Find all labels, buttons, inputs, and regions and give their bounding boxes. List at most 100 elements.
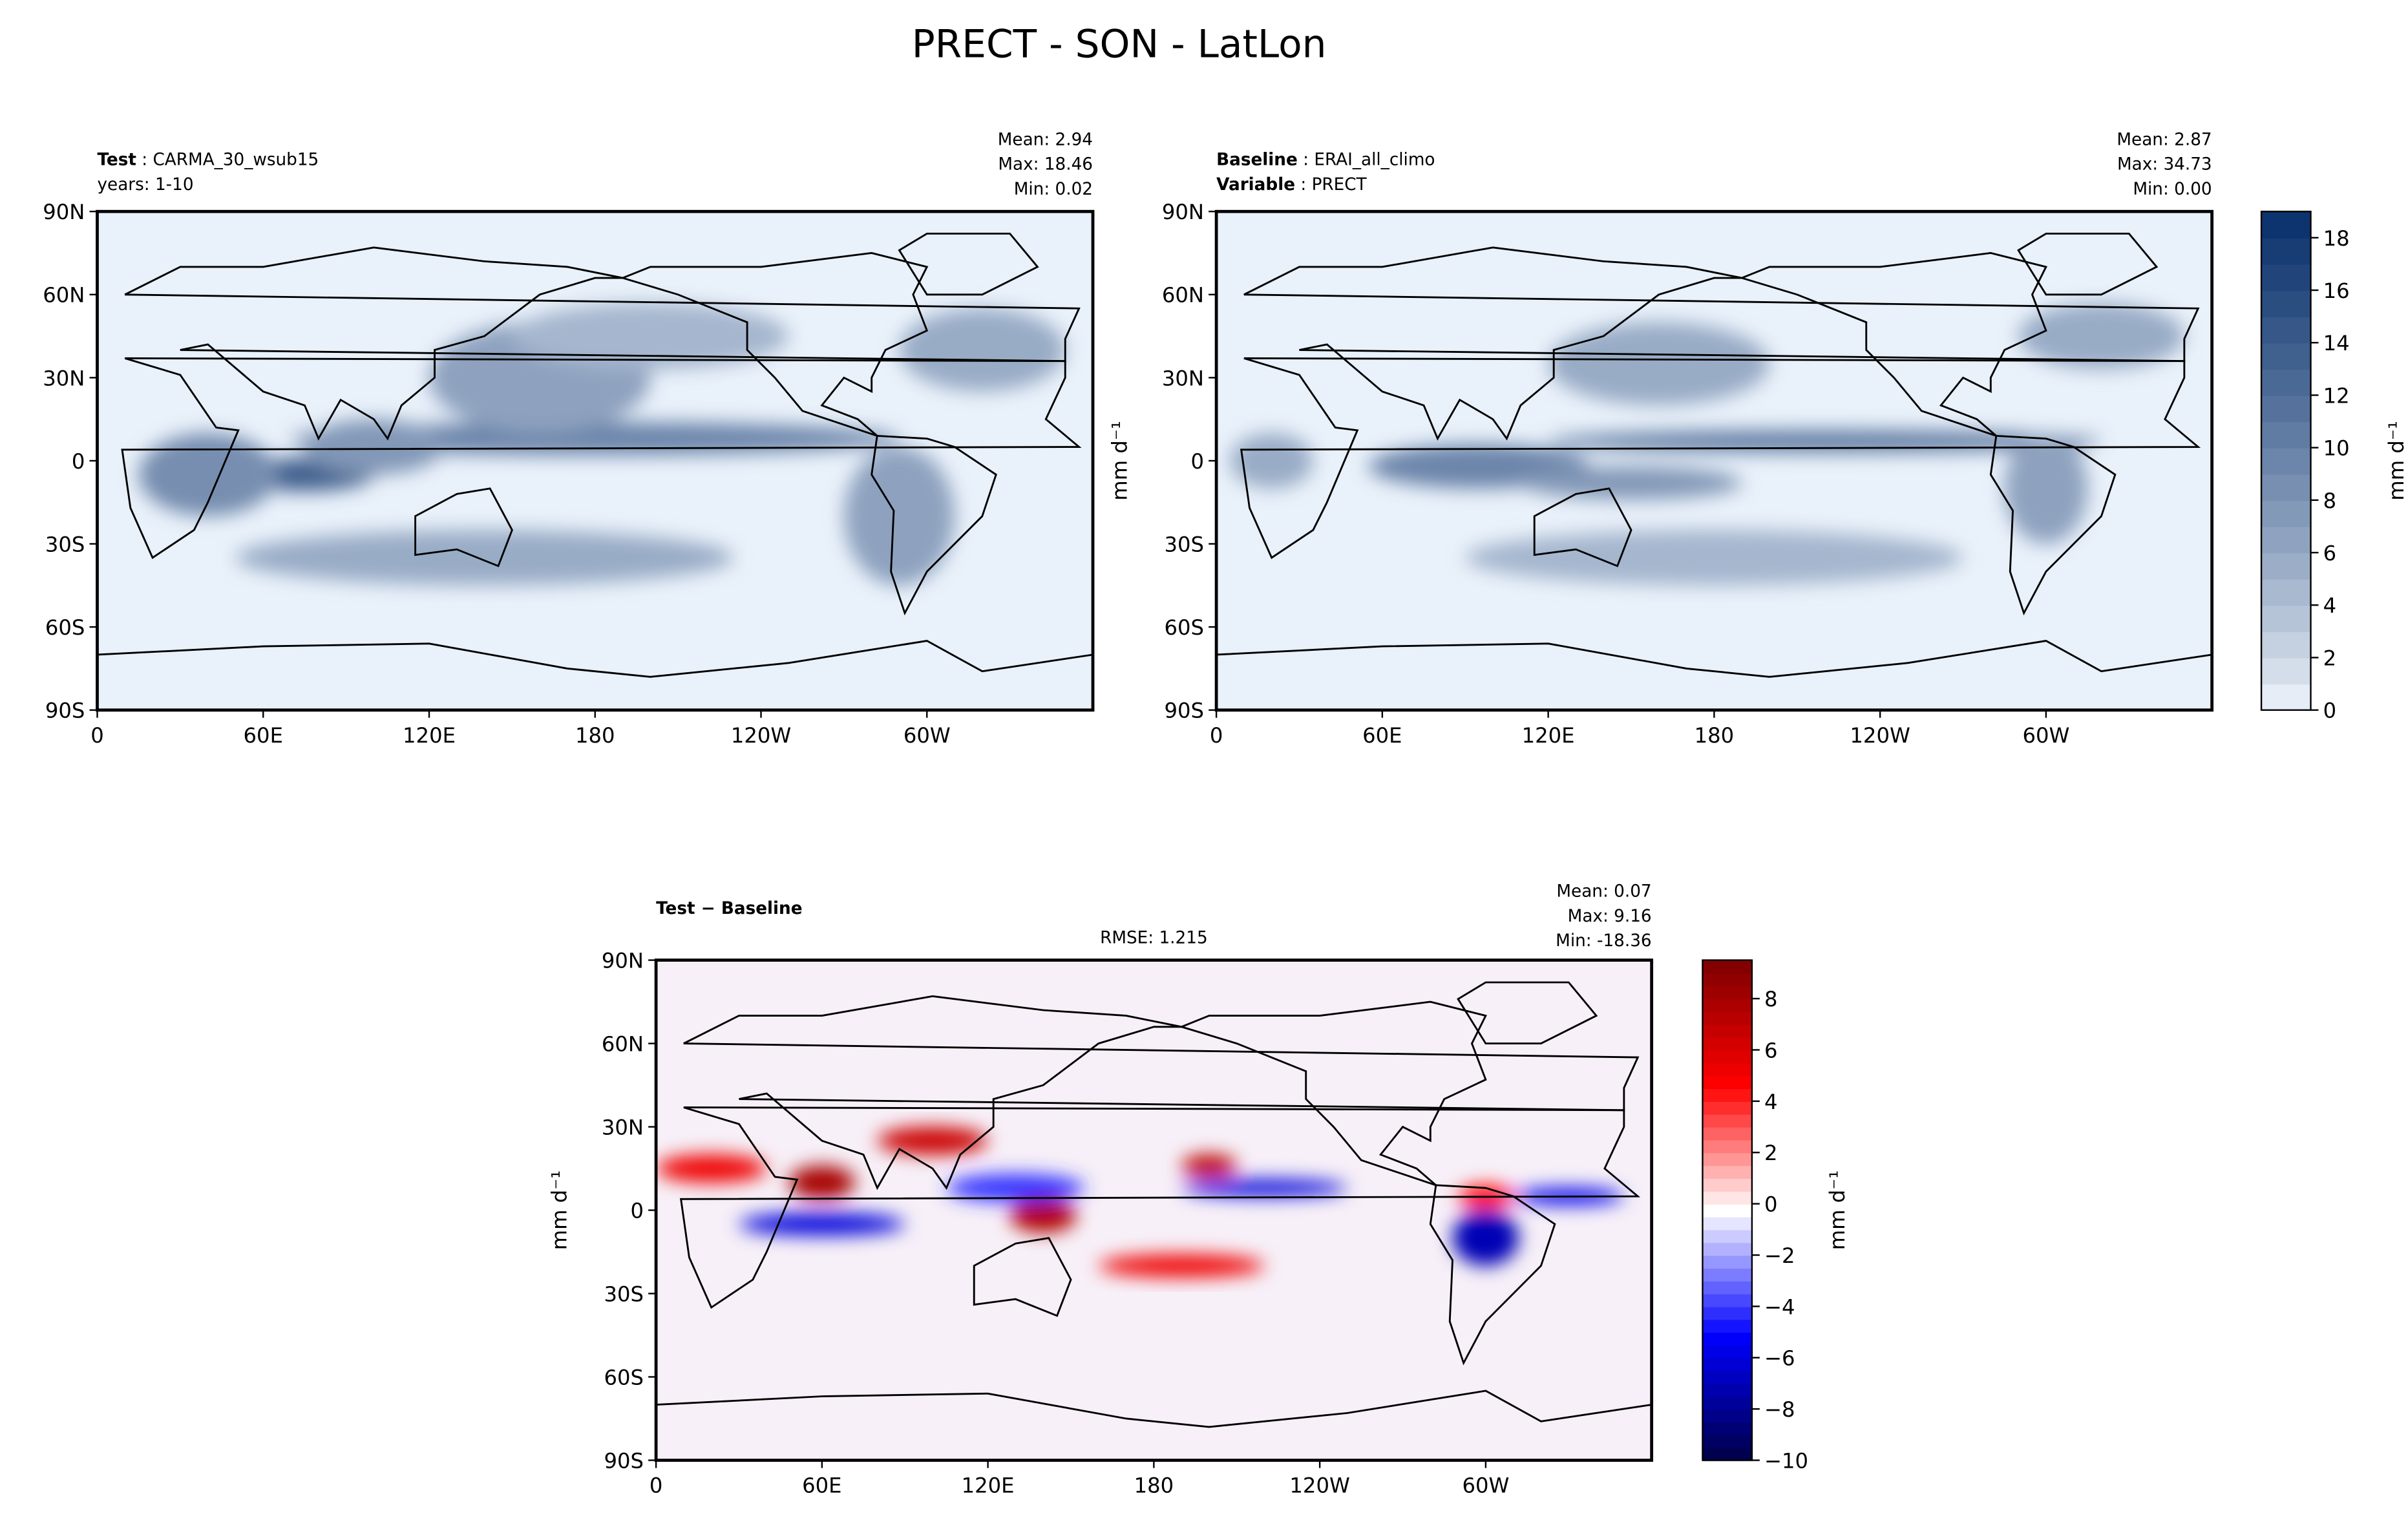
y-tick-label: 30N — [602, 1115, 644, 1140]
x-tick-label: 120W — [1850, 723, 1910, 748]
field-feature — [1465, 530, 1963, 586]
coastline — [1457, 981, 1598, 1045]
coastline — [124, 246, 1081, 441]
stat-0: Mean: 2.94 — [998, 131, 1093, 150]
colorbar-band — [2261, 290, 2311, 317]
colorbar-tick-label: −10 — [1764, 1448, 1808, 1473]
coastline — [1429, 1184, 1556, 1366]
colorbar-label: mm d⁻¹ — [1825, 1170, 1850, 1250]
colorbar-tick-label: 16 — [2323, 279, 2350, 303]
field-feature — [946, 1174, 1085, 1202]
coastline — [414, 487, 513, 567]
figure-title: PRECT - SON - LatLon — [912, 22, 1327, 67]
x-tick-label: 0 — [90, 723, 104, 748]
stat-2: Min: -18.36 — [1556, 931, 1651, 951]
colorbar-band — [1702, 999, 1752, 1013]
colorbar-band — [2261, 474, 2311, 502]
colorbar-band — [1702, 1126, 1752, 1141]
colorbar-tick-label: 6 — [2323, 541, 2337, 565]
colorbar-tick-label: 8 — [2323, 489, 2337, 513]
y-tick-label: 0 — [72, 449, 85, 474]
colorbar-tick-label: 14 — [2323, 331, 2350, 355]
colorbar-band — [1702, 1088, 1752, 1103]
stat-2: Min: 0.00 — [2133, 180, 2212, 199]
x-tick-label: 120W — [1289, 1474, 1349, 1498]
colorbar-band — [1702, 1216, 1752, 1231]
coastline — [2017, 233, 2159, 296]
coastline — [1216, 640, 2212, 710]
colorbar-band — [2261, 631, 2311, 659]
y-tick-label: 30N — [43, 366, 85, 390]
field-feature — [291, 421, 900, 456]
colorbar-band — [1702, 1242, 1752, 1256]
panel-difference: 0 60E 120E 180 120W 60W 90N 60N 30N 0 30S 60S 90S Tes… — [547, 882, 1850, 1498]
colorbar-tick-label: 18 — [2323, 226, 2350, 251]
field-feature — [1520, 466, 1742, 500]
colorbar-band — [2261, 526, 2311, 554]
colorbar-tick-label: 4 — [2323, 593, 2337, 618]
stat-0: Mean: 0.07 — [1556, 882, 1651, 902]
panel-label: Baseline : ERAI_all_climo — [1216, 151, 1435, 170]
colorbar-band — [1702, 960, 1752, 974]
colorbar-tick-label: −2 — [1764, 1243, 1795, 1268]
colorbar-band — [1702, 1024, 1752, 1038]
field-feature — [1181, 1179, 1347, 1197]
y-tick-label: 0 — [1190, 449, 1204, 474]
colorbar-band — [1702, 1447, 1752, 1461]
colorbar-band — [1702, 1101, 1752, 1115]
colorbar-band — [2261, 553, 2311, 580]
x-tick-label: 0 — [650, 1474, 663, 1498]
coastline — [1240, 357, 2201, 560]
y-tick-label: 90S — [604, 1448, 644, 1473]
colorbar-band — [1702, 1178, 1752, 1192]
colorbar-band — [2261, 500, 2311, 527]
stat-2: Min: 0.02 — [1014, 180, 1093, 199]
colorbar-band — [1702, 1319, 1752, 1333]
colorbar-label: mm d⁻¹ — [2384, 421, 2408, 500]
colorbar-band — [1702, 1370, 1752, 1384]
stat-1: Max: 9.16 — [1568, 907, 1652, 926]
y-axis-label: mm d⁻¹ — [547, 1170, 572, 1250]
panel-years: years: 1-10 — [97, 175, 193, 195]
x-tick-label: 120E — [962, 1474, 1015, 1498]
y-tick-label: 60N — [1162, 283, 1204, 308]
colorbar-band — [1702, 1434, 1752, 1448]
y-tick-label: 60S — [45, 615, 85, 640]
panel-variable: Variable : PRECT — [1216, 175, 1367, 195]
panel-baseline: 0 60E 120E 180 120W 60W90N60N30N030S60S90SBas… — [1108, 131, 2408, 748]
field-feature — [788, 1165, 856, 1200]
coastline — [683, 995, 1640, 1190]
coastline — [1533, 487, 1632, 567]
colorbar-band — [2261, 237, 2311, 265]
field-feature — [235, 530, 734, 586]
y-tick-label: 90S — [1165, 699, 1204, 723]
stat-0: Mean: 2.87 — [2117, 131, 2212, 150]
y-tick-label: 60S — [1165, 615, 1204, 640]
panel-test: 0 60E 120E 180 120W 60W 90N 60N 30N 0 30S 60S 90S Tes… — [43, 131, 1095, 748]
x-tick-label: 180 — [575, 723, 615, 748]
coastline — [656, 1390, 1652, 1461]
colorbar-band — [1702, 1075, 1752, 1090]
x-tick-label: 60E — [1362, 723, 1402, 748]
coastline — [1738, 252, 2047, 437]
colorbar-tick-label: 6 — [1764, 1038, 1778, 1062]
colorbar-tick-label: 12 — [2323, 383, 2350, 408]
colorbar-band — [2261, 316, 2311, 344]
coastline — [620, 252, 929, 437]
map-field — [97, 211, 1093, 710]
coastline — [1243, 246, 2200, 441]
field-feature — [304, 419, 443, 475]
map-field — [656, 960, 1652, 1461]
field-feature — [2004, 433, 2088, 544]
colorbar-tick-label: 0 — [2323, 699, 2337, 723]
colorbar-tick-label: 2 — [1764, 1141, 1778, 1165]
colorbar-band — [1702, 1011, 1752, 1026]
colorbar-band — [1702, 986, 1752, 1000]
field-feature — [877, 1126, 988, 1155]
y-tick-label: 90S — [45, 699, 85, 723]
colorbar-band — [1702, 1062, 1752, 1077]
field-feature — [512, 302, 789, 370]
colorbar-band — [2261, 578, 2311, 606]
coastline — [97, 640, 1093, 710]
